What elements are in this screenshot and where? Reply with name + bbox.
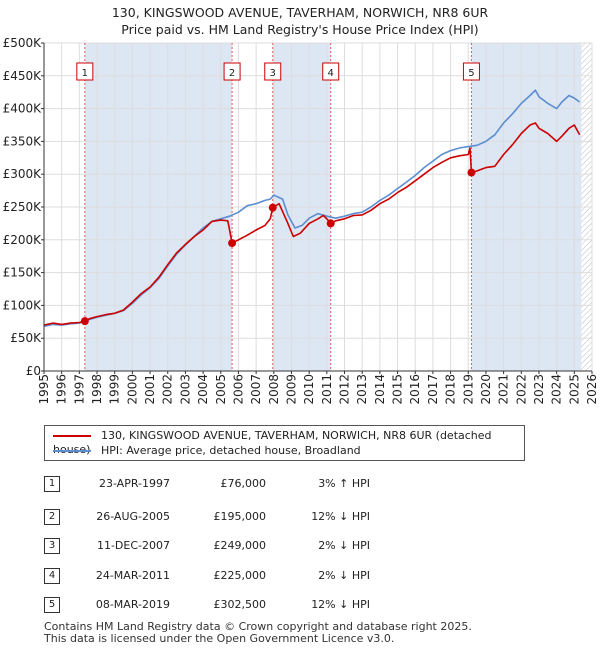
x-tick-label: 2012 <box>338 374 352 405</box>
x-tick-label: 1997 <box>72 374 86 405</box>
x-tick-label: 2019 <box>461 374 475 405</box>
transaction-marker-label: 4 <box>328 68 334 79</box>
table-row: 1 23-APR-1997 £76,000 3% ↑ HPI <box>0 470 600 498</box>
chart-legend: 130, KINGSWOOD AVENUE, TAVERHAM, NORWICH… <box>44 425 525 461</box>
legend-item-price: 130, KINGSWOOD AVENUE, TAVERHAM, NORWICH… <box>53 429 524 456</box>
footer: Contains HM Land Registry data © Crown c… <box>44 621 472 645</box>
legend-swatch-price <box>53 435 91 437</box>
x-tick-label: 1995 <box>37 374 51 405</box>
transaction-hpi-diff: 12% ↓ HPI <box>311 510 370 523</box>
x-tick-label: 1999 <box>108 374 122 405</box>
y-tick-label: £150K <box>3 266 43 280</box>
transaction-marker-box <box>223 62 241 81</box>
transaction-hpi-diff: 3% ↑ HPI <box>318 477 370 490</box>
legend-item-hpi: HPI: Average price, detached house, Broa… <box>53 444 361 458</box>
legend-label-price: 130, KINGSWOOD AVENUE, TAVERHAM, NORWICH… <box>53 429 492 456</box>
transaction-number: 2 <box>44 509 60 525</box>
price-paid-line <box>44 122 581 326</box>
transaction-marker-label: 5 <box>468 68 474 79</box>
transaction-marker-label: 3 <box>270 68 276 79</box>
transaction-number: 1 <box>44 476 60 492</box>
x-tick-label: 2001 <box>143 374 157 405</box>
y-tick-label: £400K <box>3 102 43 116</box>
transaction-number: 5 <box>44 597 60 613</box>
title-address: 130, KINGSWOOD AVENUE, TAVERHAM, NORWICH… <box>111 5 489 20</box>
transaction-date: 11-DEC-2007 <box>96 539 170 552</box>
table-row: 2 26-AUG-2005 £195,000 12% ↓ HPI <box>0 503 600 531</box>
x-tick-label: 2000 <box>125 374 139 405</box>
price-chart: 1 2 3 4 5 £0 £50K £100K £150K £200K £250K £300K £35… <box>3 36 599 405</box>
y-tick-label: £250K <box>3 200 43 214</box>
transaction-point <box>268 203 277 212</box>
x-tick-label: 2004 <box>196 374 210 405</box>
transaction-price: £249,000 <box>213 539 267 552</box>
transaction-hpi-diff: 12% ↓ HPI <box>311 598 370 611</box>
y-tick-label: £200K <box>3 233 43 247</box>
footer-copyright: Contains HM Land Registry data © Crown c… <box>44 620 472 633</box>
x-tick-label: 2017 <box>426 374 440 405</box>
transaction-point <box>326 219 335 228</box>
transaction-price: £302,500 <box>213 598 267 611</box>
x-tick-label: 2002 <box>161 374 175 405</box>
transaction-marker-box <box>462 62 480 81</box>
y-tick-label: £450K <box>3 69 43 83</box>
x-tick-label: 2006 <box>231 374 245 405</box>
x-tick-label: 2010 <box>302 374 316 405</box>
footer-licence: This data is licensed under the Open Gov… <box>44 632 395 645</box>
table-row: 5 08-MAR-2019 £302,500 12% ↓ HPI <box>0 591 600 619</box>
table-row: 3 11-DEC-2007 £249,000 2% ↓ HPI <box>0 532 600 560</box>
transaction-hpi-diff: 2% ↓ HPI <box>318 539 370 552</box>
table-row: 4 24-MAR-2011 £225,000 2% ↓ HPI <box>0 562 600 590</box>
title-subtitle: Price paid vs. HM Land Registry's House … <box>121 22 479 37</box>
y-tick-label: £0 <box>26 364 41 378</box>
x-tick-label: 2025 <box>567 374 581 405</box>
transaction-marker-box <box>322 62 340 81</box>
x-tick-label: 2014 <box>373 374 387 405</box>
transaction-price: £195,000 <box>213 510 267 523</box>
transaction-price: £76,000 <box>220 477 267 490</box>
legend-label-hpi: HPI: Average price, detached house, Broa… <box>101 444 361 457</box>
x-tick-label: 2011 <box>320 374 334 405</box>
transaction-hpi-diff: 2% ↓ HPI <box>318 569 370 582</box>
transaction-number: 4 <box>44 568 60 584</box>
x-tick-label: 2026 <box>585 374 599 405</box>
y-tick-label: £300K <box>3 167 43 181</box>
y-tick-label: £50K <box>10 331 42 345</box>
transaction-date: 24-MAR-2011 <box>95 569 170 582</box>
x-tick-label: 2018 <box>444 374 458 405</box>
transaction-number: 3 <box>44 538 60 554</box>
x-tick-label: 2009 <box>284 374 298 405</box>
transaction-marker-label: 1 <box>82 68 88 79</box>
y-tick-label: £350K <box>3 134 43 148</box>
x-tick-label: 2015 <box>391 374 405 405</box>
transaction-marker-box <box>76 62 94 81</box>
hpi-line <box>44 89 581 328</box>
legend-swatch-hpi <box>53 450 91 452</box>
transaction-date: 08-MAR-2019 <box>95 598 170 611</box>
x-tick-label: 2016 <box>408 374 422 405</box>
x-tick-label: 1996 <box>55 374 69 405</box>
transaction-marker-label: 2 <box>229 68 235 79</box>
x-tick-label: 2024 <box>550 374 564 405</box>
x-tick-label: 2023 <box>532 374 546 405</box>
transaction-marker-box <box>264 62 282 81</box>
x-tick-label: 2020 <box>479 374 493 405</box>
y-tick-label: £100K <box>3 298 43 312</box>
x-tick-label: 2013 <box>355 374 369 405</box>
x-tick-label: 2021 <box>497 374 511 405</box>
x-tick-label: 2003 <box>178 374 192 405</box>
transaction-point <box>80 317 89 326</box>
x-tick-label: 2008 <box>267 374 281 405</box>
x-tick-label: 1998 <box>90 374 104 405</box>
transaction-point <box>228 239 237 248</box>
y-tick-label: £500K <box>3 36 43 50</box>
x-tick-label: 2005 <box>214 374 228 405</box>
x-tick-label: 2022 <box>514 374 528 405</box>
x-tick-label: 2007 <box>249 374 263 405</box>
chart-title: 130, KINGSWOOD AVENUE, TAVERHAM, NORWICH… <box>0 4 600 38</box>
transaction-point <box>467 168 476 177</box>
transaction-date: 23-APR-1997 <box>98 477 170 490</box>
transaction-price: £225,000 <box>213 569 267 582</box>
transaction-date: 26-AUG-2005 <box>96 510 170 523</box>
